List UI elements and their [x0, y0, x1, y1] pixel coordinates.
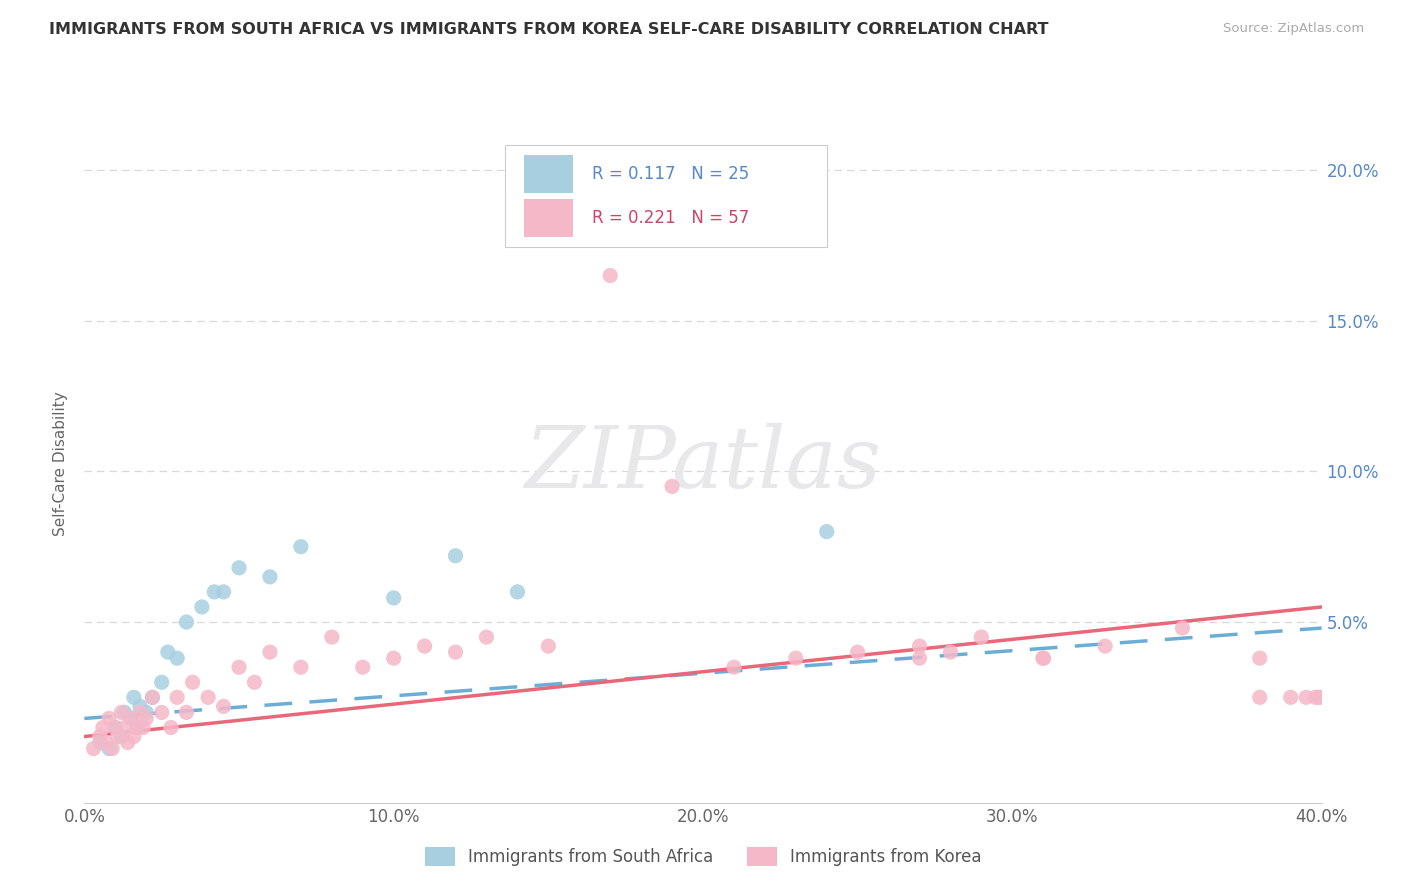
Point: [599, 268, 621, 283]
Text: R = 0.117   N = 25: R = 0.117 N = 25: [592, 165, 749, 183]
Point: [1305, 690, 1327, 705]
Point: [970, 630, 993, 644]
FancyBboxPatch shape: [505, 145, 827, 247]
Point: [1249, 651, 1271, 665]
FancyBboxPatch shape: [523, 200, 574, 236]
Point: [110, 706, 132, 720]
Point: [1308, 690, 1330, 705]
Point: [228, 660, 250, 674]
Point: [120, 711, 142, 725]
Point: [166, 690, 188, 705]
Point: [1032, 651, 1054, 665]
Point: [723, 660, 745, 674]
Point: [120, 711, 142, 725]
Point: [290, 540, 312, 554]
Y-axis label: Self-Care Disability: Self-Care Disability: [53, 392, 69, 536]
Point: [91, 721, 114, 735]
Point: [166, 651, 188, 665]
Point: [125, 721, 148, 735]
Point: [290, 660, 312, 674]
Point: [413, 639, 436, 653]
Point: [202, 585, 225, 599]
Point: [259, 645, 281, 659]
Point: [107, 730, 129, 744]
Point: [129, 706, 152, 720]
Point: [141, 690, 163, 705]
Point: [150, 706, 173, 720]
Point: [156, 645, 179, 659]
Point: [135, 706, 157, 720]
Point: [475, 630, 498, 644]
Point: [176, 706, 198, 720]
Point: [243, 675, 266, 690]
Point: [382, 651, 405, 665]
Point: [117, 735, 139, 749]
Point: [506, 585, 529, 599]
Point: [908, 639, 931, 653]
FancyBboxPatch shape: [523, 155, 574, 193]
Point: [141, 690, 163, 705]
Point: [83, 741, 105, 756]
Point: [228, 561, 250, 575]
Point: [259, 570, 281, 584]
Point: [122, 690, 145, 705]
Point: [1171, 621, 1194, 635]
Point: [444, 645, 467, 659]
Point: [104, 721, 127, 735]
Point: [160, 721, 183, 735]
Point: [939, 645, 962, 659]
Text: ZIPatlas: ZIPatlas: [524, 423, 882, 505]
Text: IMMIGRANTS FROM SOUTH AFRICA VS IMMIGRANTS FROM KOREA SELF-CARE DISABILITY CORRE: IMMIGRANTS FROM SOUTH AFRICA VS IMMIGRAN…: [49, 22, 1049, 37]
Point: [197, 690, 219, 705]
Point: [114, 706, 136, 720]
Point: [135, 711, 157, 725]
Point: [212, 699, 235, 714]
Point: [129, 699, 152, 714]
Point: [176, 615, 198, 629]
Point: [908, 651, 931, 665]
Point: [114, 721, 136, 735]
Point: [661, 479, 683, 493]
Point: [1094, 639, 1116, 653]
Point: [1249, 690, 1271, 705]
Text: R = 0.221   N = 57: R = 0.221 N = 57: [592, 209, 749, 227]
Point: [1032, 651, 1054, 665]
Point: [352, 660, 374, 674]
Point: [321, 630, 343, 644]
Point: [132, 721, 155, 735]
Point: [89, 730, 111, 744]
Point: [98, 741, 121, 756]
Point: [382, 591, 405, 605]
Point: [846, 645, 869, 659]
Point: [94, 735, 117, 749]
Point: [1310, 690, 1333, 705]
Point: [110, 730, 132, 744]
Point: [125, 721, 148, 735]
Point: [89, 735, 111, 749]
Point: [101, 741, 124, 756]
Point: [444, 549, 467, 563]
Point: [98, 711, 121, 725]
Point: [815, 524, 838, 539]
Point: [181, 675, 204, 690]
Legend: Immigrants from South Africa, Immigrants from Korea: Immigrants from South Africa, Immigrants…: [416, 838, 990, 875]
Point: [191, 599, 214, 614]
Point: [212, 585, 235, 599]
Point: [104, 721, 127, 735]
Point: [122, 730, 145, 744]
Point: [150, 675, 173, 690]
Text: Source: ZipAtlas.com: Source: ZipAtlas.com: [1223, 22, 1364, 36]
Point: [1295, 690, 1317, 705]
Point: [1032, 651, 1054, 665]
Point: [1279, 690, 1302, 705]
Point: [537, 639, 560, 653]
Point: [785, 651, 807, 665]
